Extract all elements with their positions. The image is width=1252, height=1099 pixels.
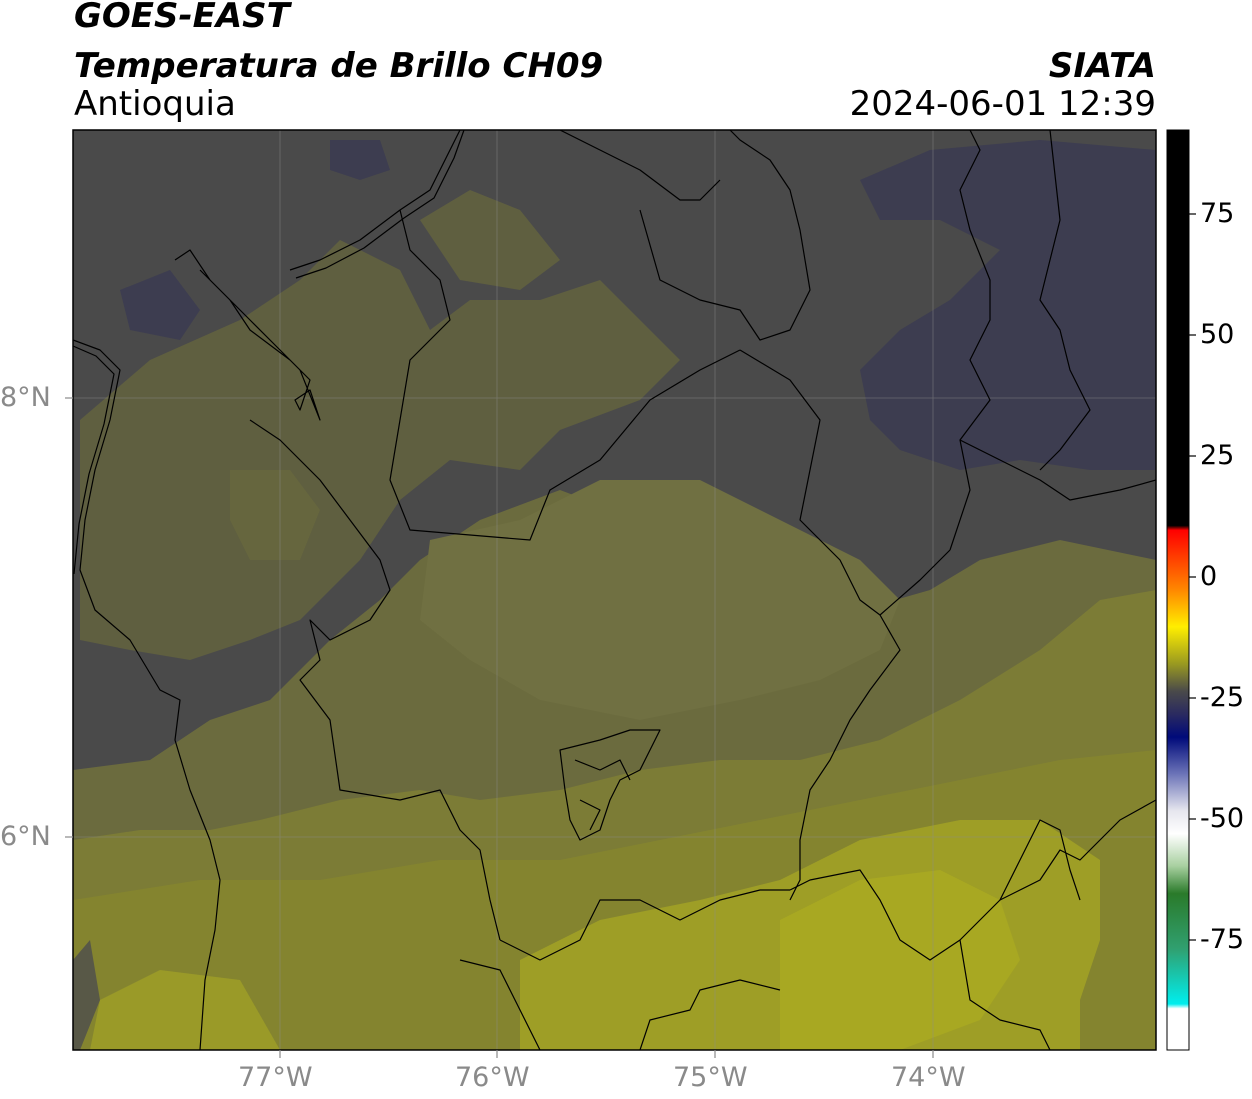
border-antioquia-bolivar bbox=[739, 349, 951, 616]
field-olive-n bbox=[420, 190, 560, 290]
lon-label-76w: 76°W bbox=[455, 1062, 530, 1093]
field-olive-nw bbox=[80, 240, 680, 660]
field-south-yellow2 bbox=[780, 870, 1020, 1050]
field-olive-nw2 bbox=[230, 470, 320, 560]
colorbar-label-minus25: -25 bbox=[1200, 682, 1245, 713]
gridlines bbox=[73, 130, 1156, 1050]
coastline-pacific bbox=[73, 339, 221, 1050]
coastline-caribbean2 bbox=[295, 130, 465, 279]
brand-label: SIATA bbox=[1048, 46, 1156, 86]
lat-label-6n: 6°N bbox=[0, 821, 51, 852]
colorbar-ticks bbox=[1189, 213, 1196, 941]
border-risaralda bbox=[639, 979, 781, 1050]
colorbar-frame bbox=[1166, 129, 1190, 1051]
lon-label-75w: 75°W bbox=[673, 1062, 748, 1093]
border-cundinamarca bbox=[999, 819, 1081, 901]
colorbar-label-minus50: -50 bbox=[1200, 803, 1245, 834]
axis-ticks bbox=[65, 397, 934, 1058]
border-caldas bbox=[789, 799, 1156, 961]
boundaries bbox=[73, 130, 1156, 1050]
border-cordoba-sucre bbox=[639, 130, 811, 341]
field-olive-center bbox=[420, 480, 900, 720]
border-tolima bbox=[959, 939, 1051, 1050]
product-title: Temperatura de Brillo CH09 bbox=[74, 46, 604, 86]
lat-label-8n: 8°N bbox=[0, 382, 51, 413]
border-bolivar-cesar bbox=[949, 130, 991, 551]
border-valle bbox=[459, 959, 541, 1050]
border-antioquia-east bbox=[789, 614, 901, 901]
border-antioquia-south bbox=[499, 889, 790, 961]
border-ne bbox=[1039, 130, 1091, 471]
colorbar-label-75: 75 bbox=[1200, 198, 1235, 229]
border-medellin-metro bbox=[559, 729, 661, 841]
border-choco-antioquia bbox=[249, 419, 501, 941]
satellite-title: GOES-EAST bbox=[74, 0, 290, 36]
region-label: Antioquia bbox=[74, 84, 236, 124]
lon-label-77w: 77°W bbox=[238, 1062, 313, 1093]
field-cloud-ne bbox=[860, 140, 1156, 470]
colorbar-label-50: 50 bbox=[1200, 319, 1235, 350]
border-antioquia-cordoba bbox=[389, 209, 741, 541]
colorbar-label-0: 0 bbox=[1200, 561, 1218, 592]
border-santander bbox=[959, 439, 1156, 501]
map-frame bbox=[72, 129, 1157, 1051]
coastline-uraba bbox=[174, 249, 321, 421]
colorbar-label-minus75: -75 bbox=[1200, 924, 1245, 955]
field-sw-yellow bbox=[90, 970, 280, 1050]
field-gray-strip bbox=[73, 940, 100, 1050]
lon-label-74w: 74°W bbox=[891, 1062, 966, 1093]
colorbar-gradient bbox=[1167, 130, 1189, 1050]
border-medellin-inner bbox=[574, 759, 631, 831]
border-magdalena bbox=[559, 130, 721, 201]
coastline-pacific2 bbox=[73, 345, 115, 575]
temperature-field bbox=[73, 130, 1156, 1050]
field-cloud-w bbox=[120, 270, 200, 340]
colorbar-label-25: 25 bbox=[1200, 440, 1235, 471]
datetime-label: 2024-06-01 12:39 bbox=[849, 84, 1156, 124]
field-cloud-n bbox=[330, 140, 390, 180]
